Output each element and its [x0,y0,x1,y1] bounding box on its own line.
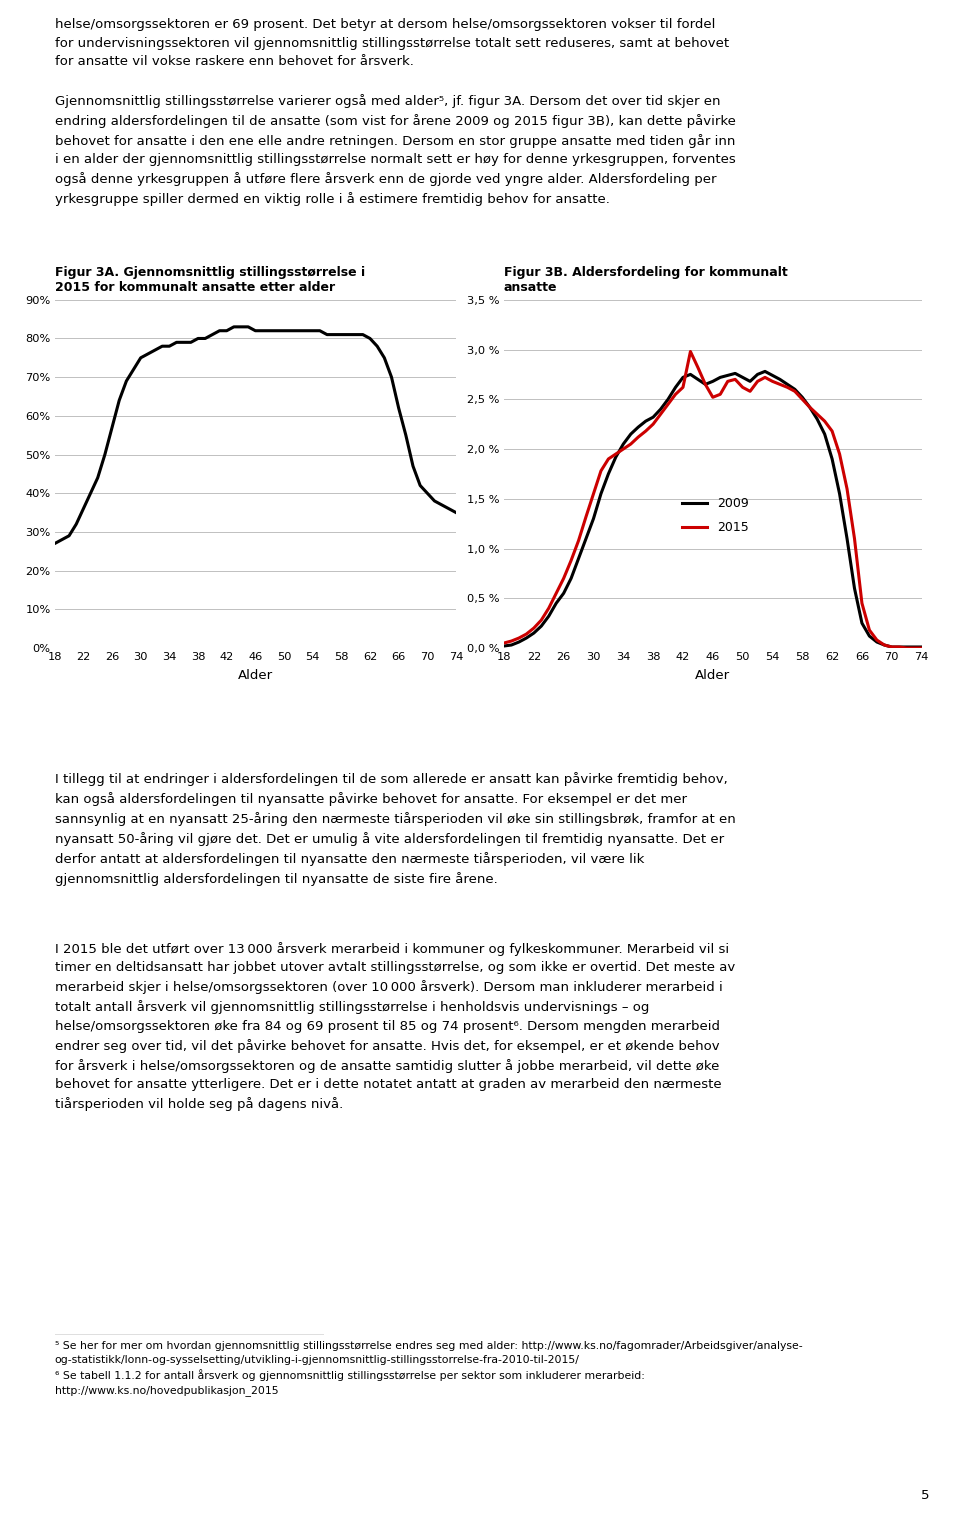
2009 [759,362,771,380]
Legend: 2009, 2015: 2009, 2015 [678,492,754,539]
Text: helse/omsorgssektoren er 69 prosent. Det betyr at dersom helse/omsorgssektoren v: helse/omsorgssektoren er 69 prosent. Det… [55,18,729,68]
2009 [797,388,808,406]
Text: Figur 3B. Aldersfordeling for kommunalt
ansatte: Figur 3B. Aldersfordeling for kommunalt … [504,266,788,294]
2009 [789,380,801,398]
Text: I 2015 ble det utført over 13 000 årsverk merarbeid i kommuner og fylkeskommuner: I 2015 ble det utført over 13 000 årsver… [55,942,735,1111]
2009 [677,368,688,386]
2015 [789,382,801,400]
X-axis label: Alder: Alder [238,669,273,683]
Line: 2015: 2015 [504,351,922,648]
2015 [900,639,912,657]
2015 [514,628,525,646]
2015 [677,378,688,397]
Line: 2009: 2009 [504,371,922,646]
Text: Figur 3A. Gjennomsnittlig stillingsstørrelse i
2015 for kommunalt ansatte etter : Figur 3A. Gjennomsnittlig stillingsstørr… [55,266,365,294]
2009 [886,637,898,656]
Text: 5: 5 [921,1488,929,1502]
X-axis label: Alder: Alder [695,669,731,683]
2015 [498,634,510,653]
Text: I tillegg til at endringer i aldersfordelingen til de som allerede er ansatt kan: I tillegg til at endringer i aldersforde… [55,772,735,886]
2015 [611,445,622,463]
2015 [520,625,532,643]
Text: ⁵ Se her for mer om hvordan gjennomsnittlig stillingsstørrelse endres seg med al: ⁵ Se her for mer om hvordan gjennomsnitt… [55,1341,803,1396]
2009 [916,637,927,656]
Text: Gjennomsnittlig stillingsstørrelse varierer også med alder⁵, jf. figur 3A. Derso: Gjennomsnittlig stillingsstørrelse varie… [55,94,735,206]
2015 [684,342,696,360]
2009 [520,628,532,646]
2009 [498,637,510,656]
2015 [797,391,808,409]
2015 [916,639,927,657]
2009 [514,633,525,651]
2009 [611,448,622,466]
